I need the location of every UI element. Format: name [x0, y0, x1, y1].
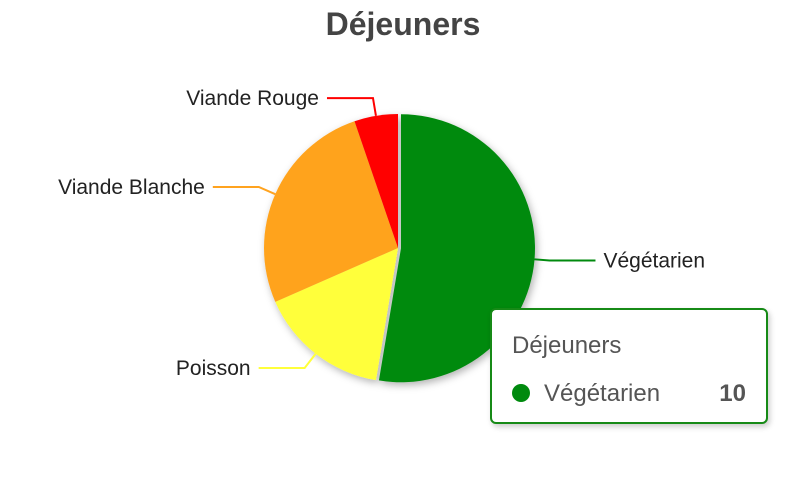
- pie-slice-viande-rouge[interactable]: [354, 114, 398, 248]
- pie-slice-viande-blanche[interactable]: [264, 121, 398, 302]
- slice-label-viande-rouge: Viande Rouge: [186, 87, 319, 110]
- label-connector-poisson: [258, 353, 317, 369]
- slice-label-poisson: Poisson: [176, 357, 251, 380]
- tooltip: Déjeuners Végétarien 10: [490, 308, 768, 424]
- pie-slice-poisson[interactable]: [275, 248, 398, 381]
- tooltip-value: 10: [719, 380, 746, 407]
- slice-label-viande-blanche: Viande Blanche: [58, 176, 205, 199]
- label-connector-viande-blanche: [212, 185, 276, 196]
- tooltip-title: Déjeuners: [512, 332, 622, 359]
- tooltip-series-dot: [512, 384, 530, 402]
- label-connector-vegetarien: [534, 258, 596, 262]
- slice-label-vegetarien: Végétarien: [603, 250, 705, 273]
- label-connector-viande-rouge: [326, 97, 377, 116]
- chart-title: Déjeuners: [325, 6, 481, 42]
- tooltip-series-label: Végétarien: [544, 380, 661, 407]
